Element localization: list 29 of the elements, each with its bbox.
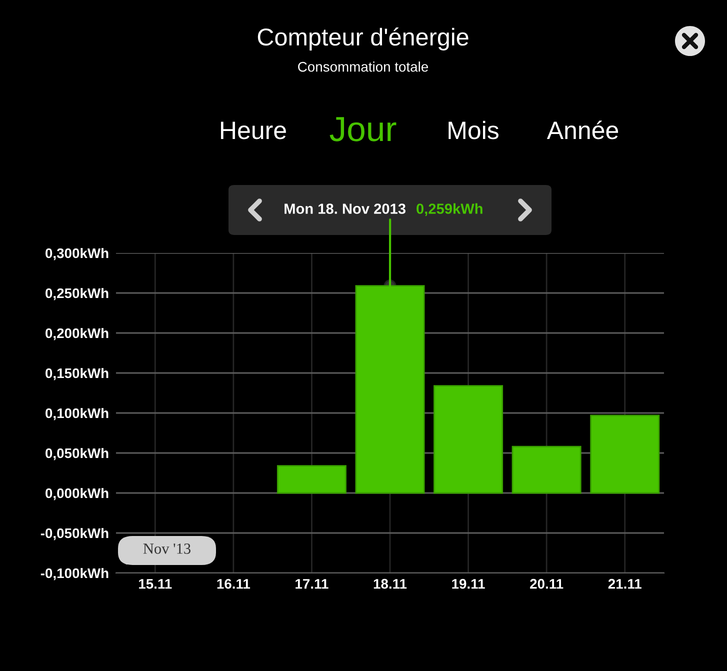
y-tick-label: 0,100kWh bbox=[46, 408, 108, 420]
x-tick-label: 16.11 bbox=[217, 578, 250, 589]
annotation: Mon 18. Nov 2013 bbox=[284, 204, 406, 214]
y-tick-label: 0,000kWh bbox=[46, 488, 108, 500]
text: Heure bbox=[221, 122, 286, 140]
text: Mois bbox=[448, 120, 498, 140]
bar bbox=[434, 385, 504, 494]
y-tick-label: 0,150kWh bbox=[46, 368, 108, 380]
chart-title: Compteur d'énergie bbox=[258, 28, 468, 50]
text: 0,259kWh bbox=[416, 203, 482, 216]
x-tick-label: 17.11 bbox=[296, 579, 328, 589]
y-tick-label: 0,250kWh bbox=[46, 288, 108, 300]
annotation: Nov '13 bbox=[143, 544, 190, 554]
y-tick-label: 0,300kWh bbox=[46, 248, 108, 260]
x-tick-label: 20.11 bbox=[530, 578, 564, 589]
x-tick-label: 19.11 bbox=[452, 578, 485, 589]
y-tick-label: -0,050kWh bbox=[40, 528, 108, 540]
y-tick-label: -0,100kWh bbox=[40, 568, 108, 580]
y-tick-label: 0,050kWh bbox=[46, 448, 108, 460]
bar bbox=[276, 465, 346, 494]
chart-subtitle: Consommation totale bbox=[298, 62, 428, 72]
bar bbox=[512, 446, 582, 494]
x-tick-label: 15.11 bbox=[139, 579, 172, 589]
bar bbox=[590, 414, 660, 494]
x-tick-label: 21.11 bbox=[608, 578, 642, 589]
text: Année bbox=[546, 120, 618, 140]
y-tick-label: 0,200kWh bbox=[46, 328, 108, 340]
text: Jour bbox=[330, 117, 396, 142]
x-tick-label: 18.11 bbox=[374, 578, 407, 589]
